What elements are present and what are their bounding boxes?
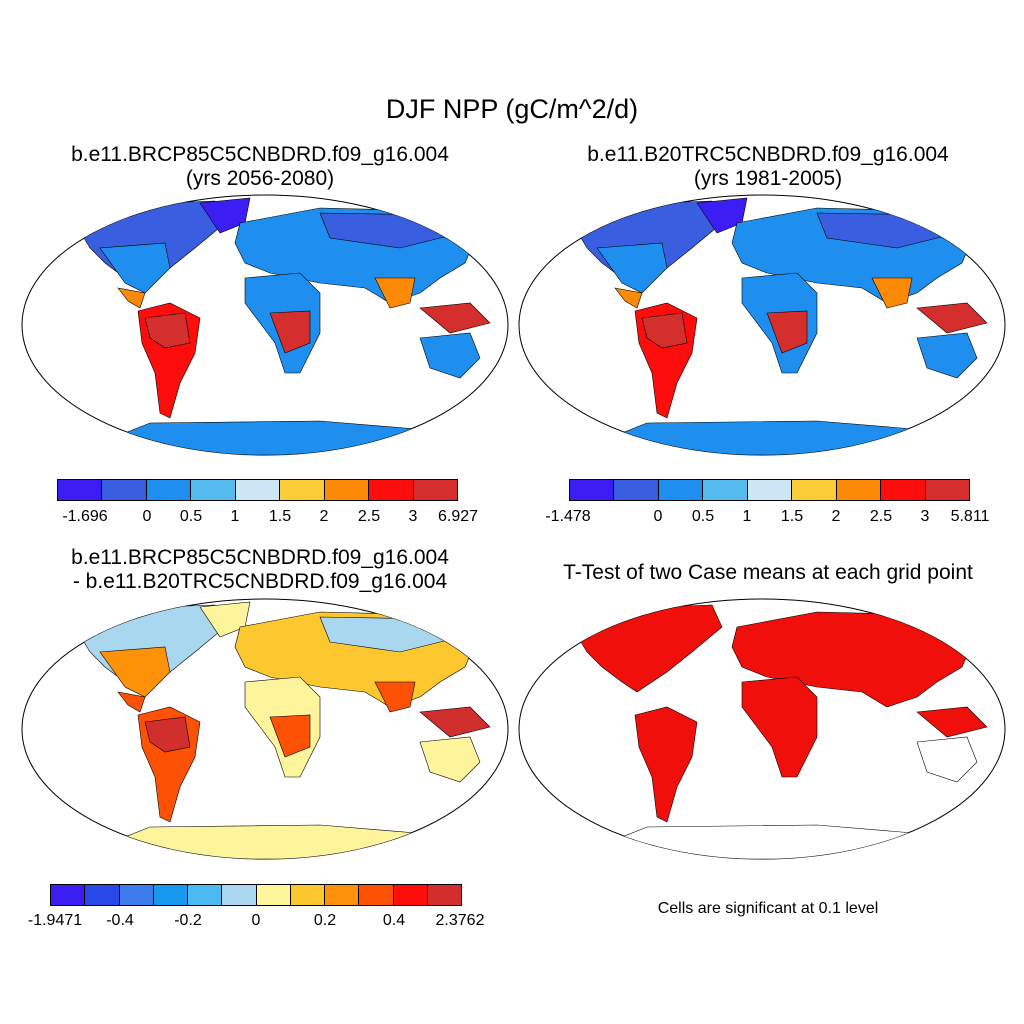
cbar2-tick-label: 2.5 [869, 508, 893, 525]
colorbar-swatch [191, 480, 236, 500]
map-difference-npp [21, 598, 509, 860]
panel1-title-line1: b.e11.BRCP85C5CNBDRD.f09_g16.004 [71, 143, 449, 166]
colorbar-future [57, 479, 458, 501]
cbar1-tick-label: 0.5 [179, 508, 203, 525]
colorbar-historical [569, 479, 970, 501]
colorbar-swatch [146, 480, 192, 500]
cbar1-tick-label: 1 [230, 508, 240, 525]
cbar3-tick-label: -0.4 [106, 912, 134, 929]
colorbar-swatch [792, 480, 837, 500]
cbar2-tick-label: 1 [742, 508, 752, 525]
colorbar-swatch [369, 480, 414, 500]
colorbar-swatch [393, 885, 428, 905]
colorbar-swatch [102, 480, 147, 500]
colorbar-swatch [747, 480, 793, 500]
cbar1-tick-label: -1.696 [62, 508, 108, 525]
cbar2-tick-label: -1.478 [545, 508, 591, 525]
panel3-title-line1: b.e11.BRCP85C5CNBDRD.f09_g16.004 [71, 546, 449, 569]
colorbar-difference [50, 884, 462, 906]
map-historical-npp [518, 194, 1006, 456]
panel2-title-line2: (yrs 1981-2005) [693, 167, 843, 190]
cbar1-tick-label: 0 [142, 508, 152, 525]
cbar3-tick-label: 0 [251, 912, 261, 929]
colorbar-swatch [280, 480, 325, 500]
colorbar-swatch [51, 885, 86, 905]
cbar2-tick-label: 0.5 [691, 508, 715, 525]
panel2-title: b.e11.B20TRC5CNBDRD.f09_g16.004 (yrs 198… [518, 143, 1018, 191]
colorbar-swatch [703, 480, 748, 500]
colorbar-swatch [614, 480, 659, 500]
cbar1-tick-label: 6.927 [437, 508, 479, 525]
colorbar-swatch [413, 480, 457, 500]
map-ttest-significance [518, 598, 1006, 860]
colorbar-swatch [290, 885, 325, 905]
cbar1-tick-label: 2.5 [357, 508, 381, 525]
colorbar-swatch [85, 885, 120, 905]
cbar2-tick-label: 2 [831, 508, 841, 525]
colorbar-swatch [359, 885, 394, 905]
cbar1-tick-label: 3 [408, 508, 418, 525]
panel3-title-line2: - b.e11.B20TRC5CNBDRD.f09_g16.004 [72, 570, 448, 593]
panel4-title-line1: T-Test of two Case means at each grid po… [563, 561, 973, 584]
cbar3-tick-label: 0.2 [313, 912, 337, 929]
colorbar-swatch [881, 480, 926, 500]
cbar3-tick-label: -1.9471 [27, 912, 83, 929]
colorbar-swatch [188, 885, 223, 905]
colorbar-swatch [256, 885, 291, 905]
panel1-title: b.e11.BRCP85C5CNBDRD.f09_g16.004 (yrs 20… [10, 143, 510, 191]
panel2-title-line1: b.e11.B20TRC5CNBDRD.f09_g16.004 [587, 143, 949, 166]
cbar3-tick-label: 0.4 [382, 912, 406, 929]
significance-note: Cells are significant at 0.1 level [657, 900, 879, 917]
colorbar-swatch [58, 480, 103, 500]
cbar3-tick-label: 2.3762 [435, 912, 485, 929]
cbar1-tick-label: 2 [319, 508, 329, 525]
map-future-npp [21, 194, 509, 456]
colorbar-swatch [427, 885, 461, 905]
colorbar-swatch [658, 480, 704, 500]
figure-title: DJF NPP (gC/m^2/d) [385, 94, 639, 124]
colorbar-swatch [153, 885, 188, 905]
colorbar-swatch [325, 885, 360, 905]
cbar2-tick-label: 3 [920, 508, 930, 525]
cbar3-tick-label: -0.2 [174, 912, 202, 929]
panel3-title: b.e11.BRCP85C5CNBDRD.f09_g16.004 - b.e11… [10, 546, 510, 594]
colorbar-swatch [324, 480, 370, 500]
colorbar-swatch [222, 885, 257, 905]
cbar2-tick-label: 0 [653, 508, 663, 525]
cbar2-tick-label: 1.5 [780, 508, 804, 525]
colorbar-swatch [119, 885, 154, 905]
panel4-title: T-Test of two Case means at each grid po… [518, 561, 1018, 585]
panel1-title-line2: (yrs 2056-2080) [185, 167, 335, 190]
colorbar-swatch [836, 480, 882, 500]
colorbar-swatch [235, 480, 281, 500]
cbar2-tick-label: 5.811 [950, 508, 990, 525]
colorbar-swatch [925, 480, 969, 500]
colorbar-swatch [570, 480, 615, 500]
cbar1-tick-label: 1.5 [268, 508, 292, 525]
